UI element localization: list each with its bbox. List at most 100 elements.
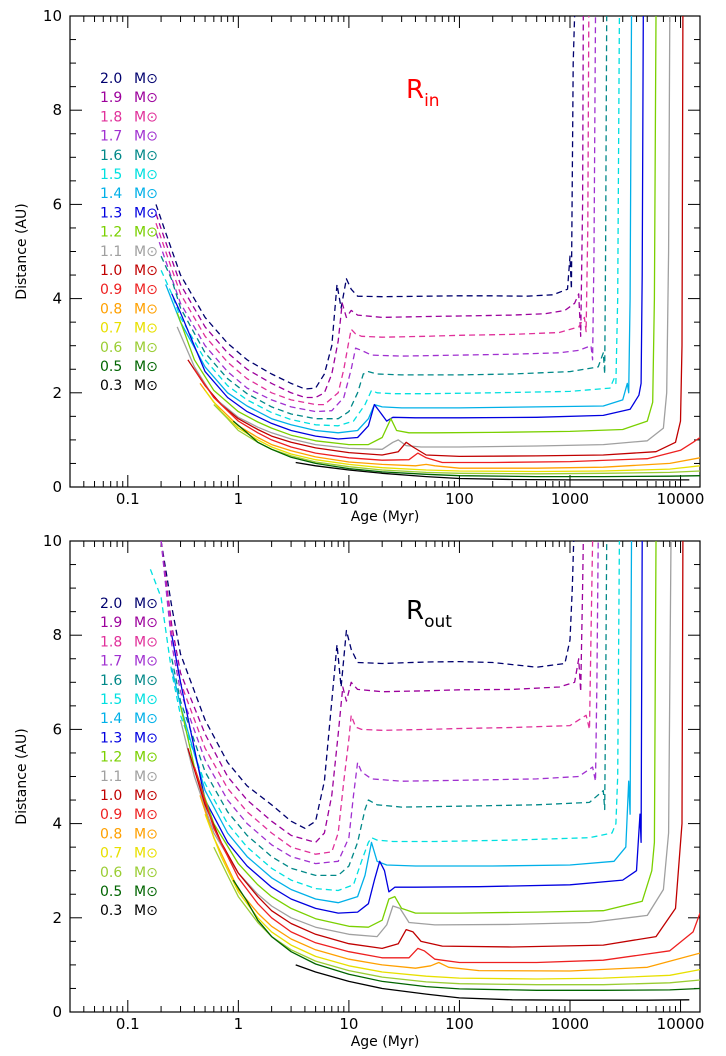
legend-label: 0.9: [100, 807, 122, 823]
legend-label: 1.0: [100, 263, 122, 279]
legend-label: 1.1: [100, 244, 122, 260]
series-lines: [149, 541, 700, 1001]
legend-unit: M⊙: [134, 711, 158, 727]
legend-label: 1.6: [100, 673, 122, 689]
series-line-0-5: [232, 879, 700, 991]
legend-unit: M⊙: [134, 807, 158, 823]
x-tick-label: 10: [339, 1015, 358, 1033]
plot-frame: [69, 15, 701, 488]
y-tick-label: 6: [52, 720, 62, 738]
legend-label: 1.2: [100, 750, 122, 766]
y-tick-label: 4: [52, 815, 62, 833]
legend-unit: M⊙: [134, 71, 158, 87]
legend-label: 0.8: [100, 301, 122, 317]
x-tick-label: 0.1: [116, 490, 140, 508]
x-tick-label: 10: [339, 490, 358, 508]
panel-label-sub: out: [424, 612, 452, 632]
series-line-1-6: [160, 16, 608, 420]
legend: 2.0 M⊙ 1.9 M⊙ 1.8 M⊙ 1.7 M⊙ 1.6 M⊙ 1.5 M⊙ 1.4 M⊙ 1.3 M⊙…: [100, 596, 158, 919]
legend-unit: M⊙: [134, 225, 158, 241]
series-line-1-9: [160, 541, 584, 844]
legend-label: 1.9: [100, 90, 122, 106]
legend-unit: M⊙: [134, 205, 158, 221]
series-line-1-2: [179, 541, 657, 928]
series-line-2-0: [160, 541, 575, 829]
y-tick-label: 10: [43, 532, 62, 550]
series-line-0-6: [213, 404, 700, 475]
series-line-0-5: [232, 420, 700, 478]
legend-label: 1.0: [100, 788, 122, 804]
legend-label: 0.7: [100, 321, 122, 337]
legend-label: 0.7: [100, 846, 122, 862]
x-axis-title: Age (Myr): [351, 1034, 420, 1050]
x-axis-title: Age (Myr): [351, 509, 420, 525]
y-tick-label: 8: [52, 626, 62, 644]
y-tick-label: 2: [52, 384, 62, 402]
legend-label: 1.5: [100, 692, 122, 708]
legend-label: 1.8: [100, 634, 122, 650]
series-lines: [155, 16, 700, 481]
y-tick-label: 4: [52, 290, 62, 308]
legend-unit: M⊙: [134, 263, 158, 279]
legend-label: 1.6: [100, 148, 122, 164]
series-line-0-8: [199, 795, 700, 972]
legend-label: 0.3: [100, 903, 122, 919]
x-tick-label: 1000: [551, 490, 589, 508]
legend-unit: M⊙: [134, 673, 158, 689]
legend-unit: M⊙: [134, 826, 158, 842]
legend-unit: M⊙: [134, 865, 158, 881]
legend-label: 2.0: [100, 71, 122, 87]
series-line-0-9: [193, 368, 700, 464]
legend-label: 1.2: [100, 225, 122, 241]
series-line-0-9: [193, 766, 700, 964]
x-tick-label: 1: [234, 1015, 244, 1033]
series-line-1-3: [171, 16, 644, 440]
legend-unit: M⊙: [134, 186, 158, 202]
series-line-0-6: [213, 846, 700, 986]
x-tick-label: 10000: [657, 1015, 705, 1033]
legend-label: 0.5: [100, 884, 122, 900]
legend-unit: M⊙: [134, 282, 158, 298]
legend-unit: M⊙: [134, 634, 158, 650]
legend-unit: M⊙: [134, 615, 158, 631]
legend-unit: M⊙: [134, 654, 158, 670]
legend-unit: M⊙: [134, 730, 158, 746]
panel-label: Rout: [406, 596, 452, 632]
series-line-1-0: [187, 16, 684, 458]
x-tick-label: 1000: [551, 1015, 589, 1033]
legend-unit: M⊙: [134, 109, 158, 125]
series-line-0-7: [204, 390, 700, 473]
legend-label: 1.7: [100, 654, 122, 670]
legend: 2.0 M⊙ 1.9 M⊙ 1.8 M⊙ 1.7 M⊙ 1.6 M⊙ 1.5 M⊙ 1.4 M⊙ 1.3 M⊙…: [100, 71, 158, 394]
x-tick-label: 1: [234, 490, 244, 508]
legend-label: 1.3: [100, 730, 122, 746]
legend-label: 1.8: [100, 109, 122, 125]
legend-label: 1.4: [100, 711, 122, 727]
series-line-1-9: [155, 16, 584, 399]
legend-unit: M⊙: [134, 90, 158, 106]
x-tick-label: 0.1: [116, 1015, 140, 1033]
y-tick-label: 0: [52, 1003, 62, 1021]
panel-label: Rin: [406, 75, 440, 111]
series-line-0-7: [204, 813, 700, 980]
series-line-1-4: [171, 541, 633, 904]
legend-label: 1.3: [100, 205, 122, 221]
y-tick-label: 2: [52, 909, 62, 927]
series-line-1-8: [155, 16, 590, 406]
x-tick-label: 10000: [657, 490, 705, 508]
y-tick-label: 8: [52, 101, 62, 119]
legend-label: 1.4: [100, 186, 122, 202]
legend-unit: M⊙: [134, 301, 158, 317]
legend-label: 0.8: [100, 826, 122, 842]
y-tick-label: 10: [43, 7, 62, 25]
series-line-0-8: [199, 383, 700, 469]
series-line-1-5: [149, 541, 621, 892]
series-line-1-1: [179, 541, 672, 938]
series-line-2-0: [155, 16, 576, 390]
y-tick-label: 0: [52, 478, 62, 496]
legend-label: 1.7: [100, 129, 122, 145]
y-axis-title: Distance (AU): [14, 203, 30, 299]
legend-unit: M⊙: [134, 359, 158, 375]
